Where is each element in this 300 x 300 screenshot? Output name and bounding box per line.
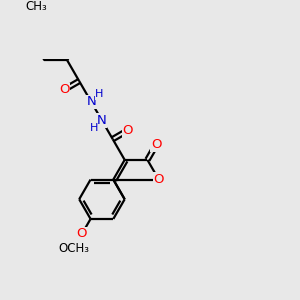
Text: O: O	[59, 83, 70, 96]
Text: CH₃: CH₃	[25, 0, 47, 13]
Text: N: N	[97, 114, 107, 127]
Text: O: O	[151, 138, 161, 152]
Text: O: O	[122, 124, 133, 137]
Text: O: O	[77, 227, 87, 240]
Text: N: N	[86, 95, 96, 108]
Text: H: H	[90, 123, 98, 133]
Text: O: O	[154, 173, 164, 186]
Text: H: H	[95, 89, 103, 99]
Text: OCH₃: OCH₃	[58, 242, 89, 255]
